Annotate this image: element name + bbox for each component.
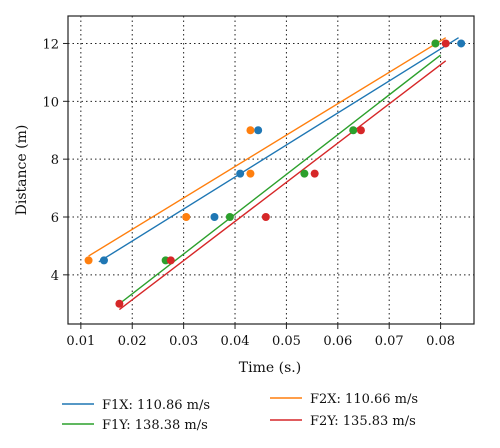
y-tick-label: 10 xyxy=(42,95,59,110)
data-point xyxy=(356,126,365,135)
data-point xyxy=(166,256,175,265)
fit-line xyxy=(88,37,447,257)
legend-label: F1Y: 138.38 m/s xyxy=(102,418,208,433)
y-tick-label: 12 xyxy=(42,37,59,52)
y-tick-label: 6 xyxy=(51,211,59,226)
data-point xyxy=(246,126,255,135)
data-point xyxy=(300,169,309,178)
data-point xyxy=(261,212,270,221)
data-point xyxy=(246,169,255,178)
x-tick-label: 0.06 xyxy=(323,334,352,349)
data-point xyxy=(225,212,234,221)
data-point xyxy=(84,256,93,265)
data-point xyxy=(457,39,466,48)
data-point xyxy=(310,169,319,178)
x-tick-label: 0.05 xyxy=(272,334,301,349)
data-point xyxy=(210,212,219,221)
legend-label: F1X: 110.86 m/s xyxy=(102,398,210,413)
data-point xyxy=(115,299,124,308)
fit-line xyxy=(98,37,459,263)
data-point xyxy=(349,126,358,135)
y-axis-label: Distance (m) xyxy=(14,125,30,216)
data-point xyxy=(182,212,191,221)
y-tick-label: 4 xyxy=(51,269,59,284)
data-point xyxy=(254,126,263,135)
data-point xyxy=(441,39,450,48)
data-point xyxy=(236,169,245,178)
fit-line xyxy=(118,60,447,311)
x-tick-label: 0.08 xyxy=(426,334,455,349)
y-tick-label: 8 xyxy=(51,153,59,168)
plot-area xyxy=(67,15,475,325)
data-point xyxy=(99,256,108,265)
axis-ticks: 0.01 0.02 0.03 0.04 0.05 0.06 0.07 0.08 4 6 8 10 12 xyxy=(42,37,455,349)
grid-lines xyxy=(68,16,474,324)
data-points xyxy=(84,39,466,308)
x-tick-label: 0.03 xyxy=(169,334,198,349)
x-tick-label: 0.07 xyxy=(375,334,404,349)
data-point xyxy=(431,39,440,48)
x-tick-label: 0.01 xyxy=(66,334,95,349)
x-tick-label: 0.04 xyxy=(221,334,250,349)
x-tick-label: 0.02 xyxy=(118,334,147,349)
legend-label: F2Y: 135.83 m/s xyxy=(310,414,416,429)
legend: F1X: 110.86 m/s F2X: 110.66 m/s F1Y: 138.3… xyxy=(62,392,418,433)
legend-label: F2X: 110.66 m/s xyxy=(310,392,418,407)
x-axis-label: Time (s.) xyxy=(239,360,301,376)
